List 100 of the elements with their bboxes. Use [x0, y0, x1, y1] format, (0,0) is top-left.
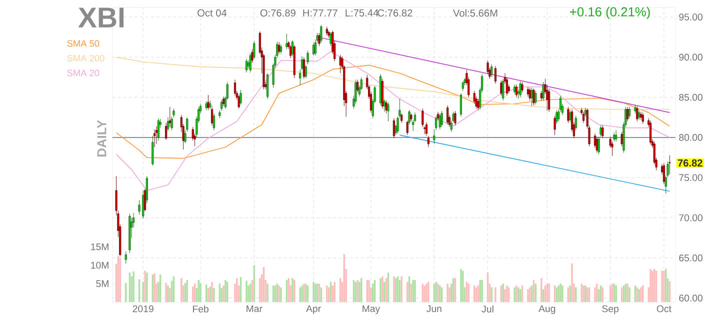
candlestick [262, 54, 265, 90]
candlestick [613, 132, 616, 142]
annotation: C:76.82 [378, 10, 412, 17]
candlestick [142, 190, 144, 220]
candlestick [530, 88, 533, 107]
candlestick [475, 96, 478, 110]
candlestick [582, 112, 585, 124]
candlestick [620, 132, 623, 147]
y-tick-label: 60.00 [679, 294, 702, 302]
candlestick [245, 58, 248, 73]
y2-tick-label: 15M [91, 244, 108, 250]
candlestick [650, 120, 652, 146]
candlestick [339, 54, 342, 74]
candlestick [128, 214, 131, 254]
text: DAILY [97, 120, 106, 157]
candlestick [387, 102, 390, 122]
candlestick [611, 141, 614, 156]
candlestick [534, 90, 537, 105]
candlestick [486, 60, 489, 74]
candlestick [440, 110, 443, 128]
y2-tick-label: 10M [91, 262, 108, 269]
x-tick-label: Mar [246, 306, 262, 312]
y-tick-label: 95.00 [679, 14, 702, 21]
text: SMA 20 [67, 70, 100, 76]
candlestick [653, 141, 656, 166]
candlestick [668, 155, 671, 175]
y-tick-label: 90.00 [679, 54, 702, 61]
candlestick [253, 41, 256, 60]
candlestick [636, 106, 638, 122]
series-label: SMA 200 [67, 55, 104, 62]
annotation: Oct 04 [198, 10, 227, 17]
candlestick [628, 106, 631, 119]
candlestick [380, 74, 382, 106]
candlestick [642, 112, 644, 124]
x-tick-label: Feb [193, 306, 208, 313]
y2-tick-label: 5M [96, 280, 108, 288]
candlestick [594, 133, 596, 148]
candlestick [220, 100, 223, 112]
chart-title: XBI [78, 8, 124, 28]
x-tick-label: May [362, 306, 380, 314]
x-tick-label: Oct [656, 306, 672, 312]
candlestick [165, 123, 168, 140]
candlestick [400, 113, 403, 124]
x-tick-label: Jul [482, 306, 494, 313]
candlestick [615, 130, 618, 142]
candlestick [626, 106, 629, 122]
candlestick [414, 112, 416, 123]
candlestick [154, 129, 156, 148]
candlestick [172, 108, 175, 118]
candlestick [312, 42, 315, 56]
candlestick [490, 64, 493, 78]
candlestick [500, 80, 502, 96]
candlestick [280, 44, 282, 54]
candlestick [515, 84, 518, 98]
candlestick [320, 25, 322, 44]
candlestick [521, 82, 524, 93]
candlestick [446, 105, 449, 126]
candlestick [354, 80, 357, 104]
candlestick [542, 82, 544, 101]
candlestick [460, 93, 462, 118]
candlestick [494, 66, 496, 84]
candlestick [433, 129, 436, 144]
candlestick [207, 94, 210, 111]
annotation: +0.16 (0.21%) [570, 7, 650, 20]
candlestick [314, 39, 316, 56]
candlestick [286, 34, 288, 50]
candlestick [212, 113, 215, 131]
text: SMA 50 [67, 40, 100, 47]
candlestick [218, 110, 221, 119]
line-series [116, 56, 670, 110]
x-tick-label: Jun [426, 306, 442, 312]
x-tick-label: Aug [538, 306, 556, 314]
candlestick [598, 136, 600, 155]
candlestick [602, 125, 604, 139]
candlestick [249, 53, 252, 73]
candlestick [211, 106, 214, 126]
y-tick-label: 65.00 [679, 254, 702, 262]
candlestick [571, 109, 574, 132]
annotation: 76.82 [678, 160, 702, 167]
candlestick [124, 251, 127, 264]
line-series [116, 65, 670, 159]
candlestick [640, 112, 642, 120]
candlestick [532, 88, 535, 106]
y-tick-label: 80.00 [679, 134, 702, 142]
candlestick [293, 45, 296, 78]
candlestick [186, 117, 188, 132]
candlestick [266, 73, 269, 100]
candlestick [600, 125, 602, 138]
candlestick [473, 90, 476, 104]
candlestick [546, 84, 548, 112]
x-tick-label: Apr [306, 306, 321, 314]
candlestick [258, 31, 261, 54]
candlestick [502, 78, 504, 101]
y-tick-label: 85.00 [679, 94, 702, 101]
annotation: Vol:5.66M [453, 9, 498, 17]
candlestick [519, 81, 522, 98]
candlestick [424, 126, 426, 135]
candlestick [278, 42, 280, 54]
candlestick [410, 113, 412, 122]
x-tick-label: Sep [602, 306, 619, 314]
